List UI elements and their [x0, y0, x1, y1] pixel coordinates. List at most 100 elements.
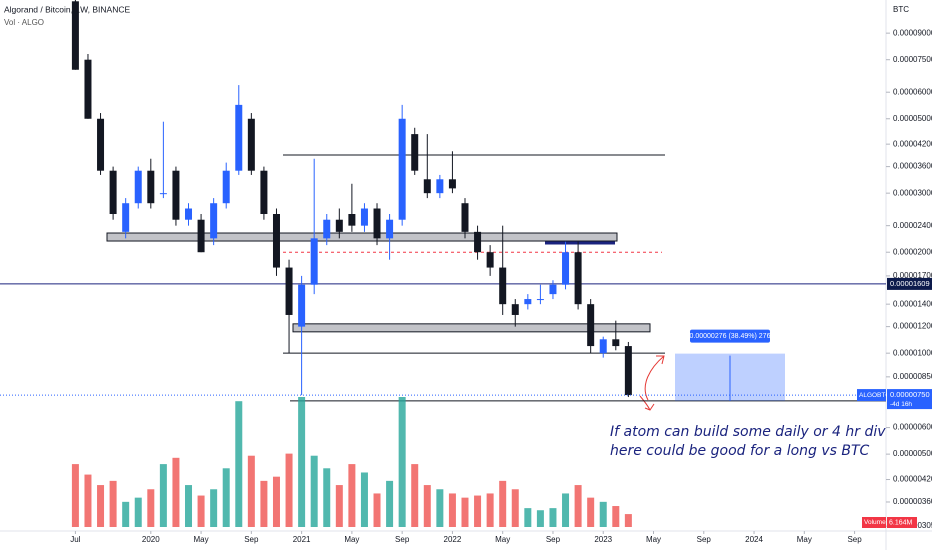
- upper-zone: [106, 232, 618, 242]
- candle-body: [222, 170, 230, 204]
- symbol-tag-label: ALGOBTC: [859, 392, 890, 399]
- candle-body: [474, 231, 482, 253]
- candle-body: [524, 299, 532, 305]
- volume-bar: [147, 489, 155, 527]
- candle-body: [373, 208, 381, 239]
- volume-bar: [197, 495, 205, 527]
- volume-bar: [499, 480, 507, 527]
- candle-body: [599, 339, 607, 354]
- volume-value-label: 6.164M: [889, 519, 913, 526]
- candle-body: [612, 339, 620, 347]
- volume-bar: [562, 493, 570, 527]
- y-tick-label: 0.00007500: [893, 55, 932, 64]
- volume-bar: [210, 489, 218, 527]
- volume-bar: [436, 489, 444, 527]
- candle-body: [360, 208, 368, 226]
- volume-bar: [235, 401, 243, 527]
- candle-body: [260, 170, 268, 215]
- candle-body: [310, 238, 318, 285]
- candle-body: [448, 179, 456, 189]
- volume-bar: [122, 501, 130, 527]
- candle-body: [185, 208, 193, 220]
- volume-bar: [84, 474, 92, 527]
- y-tick-label: 0.00001400: [893, 299, 932, 308]
- candle-body: [536, 299, 544, 301]
- volume-bar: [448, 493, 456, 527]
- symbol-tag: [857, 389, 886, 402]
- arrow-up: [644, 355, 665, 401]
- x-tick-label: May: [344, 535, 359, 544]
- y-tick-label: 0.00001700: [893, 271, 932, 280]
- volume-tag: [862, 517, 886, 528]
- volume-bar: [612, 506, 620, 527]
- candle-body: [247, 118, 255, 171]
- candle-body: [574, 252, 582, 305]
- current-price-tag: [887, 389, 932, 410]
- y-tick-label: 0.00000360: [893, 497, 932, 506]
- volume-bar: [536, 510, 544, 527]
- candle-body: [499, 267, 507, 305]
- y-tick-label: 0.00005000: [893, 114, 932, 123]
- volume-bar: [411, 464, 419, 527]
- x-tick-label: 2023: [594, 535, 612, 544]
- volume-bar: [272, 476, 280, 527]
- candle-body: [587, 304, 595, 347]
- x-tick-label: 2021: [293, 535, 311, 544]
- candle-body: [159, 193, 167, 195]
- volume-bar: [97, 485, 105, 527]
- y-tick-label: 0.00002400: [893, 221, 932, 230]
- volume-value-tag: [887, 517, 917, 528]
- candle-body: [272, 214, 280, 268]
- volume-bar: [159, 464, 167, 527]
- candle-body: [71, 1, 79, 70]
- candle-body: [298, 284, 306, 327]
- annotation: If atom can build some daily or 4 hr div: [610, 424, 886, 440]
- x-tick-label: May: [797, 535, 812, 544]
- volume-bar: [109, 480, 117, 527]
- x-tick-label: 2024: [745, 535, 763, 544]
- volume-bar: [486, 493, 494, 527]
- x-tick-label: Sep: [847, 535, 862, 544]
- x-tick-label: 2020: [142, 535, 160, 544]
- y-tick-label: 0.00001000: [893, 348, 932, 357]
- y-tick-label: 0.00006000: [893, 87, 932, 96]
- y-tick-label: 0.00003600: [893, 162, 932, 171]
- chart-title: Algorand / Bitcoin, 1W, BINANCE: [4, 4, 130, 14]
- candle-body: [398, 118, 406, 220]
- volume-tag-name: Volume: [864, 519, 886, 526]
- y-axis-label: BTC: [893, 5, 909, 14]
- y-tick-label: 0.00009000: [893, 28, 932, 37]
- volume-bar: [386, 480, 394, 527]
- volume-bar: [574, 485, 582, 527]
- x-tick-label: Jul: [70, 535, 80, 544]
- volume-bar: [348, 464, 356, 527]
- candle-body: [285, 267, 293, 315]
- y-tick-label: 0.00003000: [893, 188, 932, 197]
- volume-bar: [599, 501, 607, 527]
- x-tick-label: 2022: [444, 535, 462, 544]
- volume-bar: [285, 453, 293, 527]
- x-tick-label: May: [646, 535, 661, 544]
- y-tick-label: 0.00001200: [893, 322, 932, 331]
- y-tick-label: 0.00000600: [893, 423, 932, 432]
- lower-zone: [292, 323, 651, 333]
- volume-bar: [398, 397, 406, 527]
- candle-body: [147, 170, 155, 204]
- candle-body: [411, 134, 419, 171]
- arrow-down: [639, 395, 655, 411]
- volume-bar: [511, 489, 519, 527]
- x-tick-label: Sep: [546, 535, 561, 544]
- candle-body: [511, 304, 519, 315]
- volume-bar: [310, 455, 318, 527]
- volume-bar: [587, 497, 595, 527]
- x-tick-label: Sep: [697, 535, 712, 544]
- volume-bar: [474, 495, 482, 527]
- x-tick-label: Sep: [244, 535, 259, 544]
- volume-bar: [549, 508, 557, 527]
- candle-body: [335, 219, 343, 232]
- candle-body: [122, 203, 130, 232]
- volume-bar: [323, 468, 331, 527]
- volume-bar: [373, 493, 381, 527]
- candle-body: [348, 214, 356, 226]
- candle-body: [172, 170, 180, 220]
